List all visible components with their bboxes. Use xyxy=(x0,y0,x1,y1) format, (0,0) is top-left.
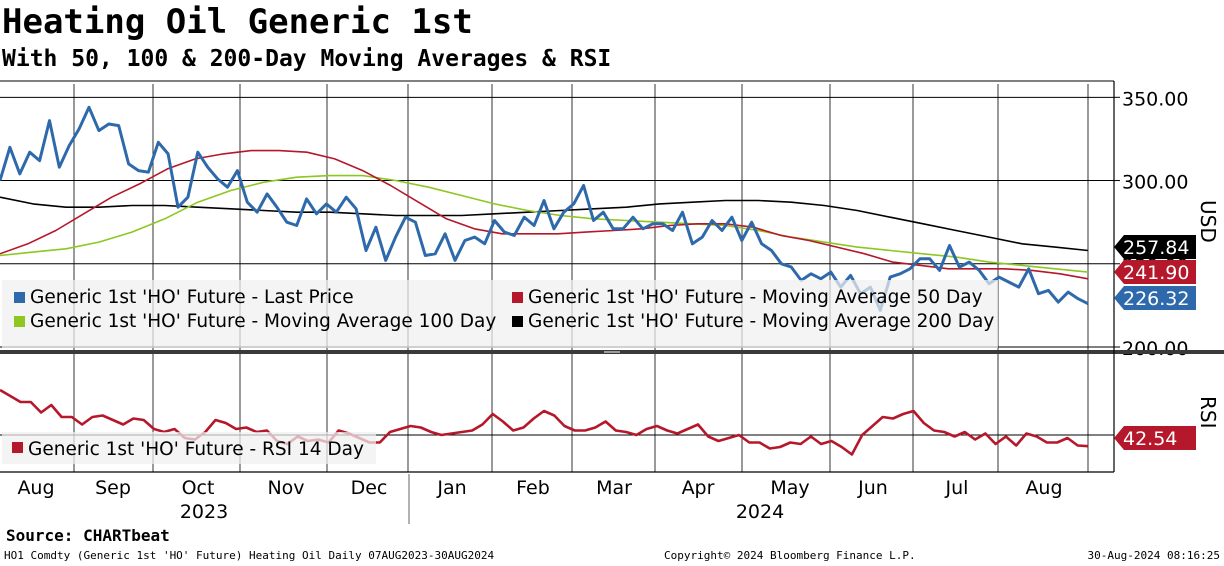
legend-swatch xyxy=(14,316,25,327)
ma-200-line xyxy=(0,196,1089,252)
month-label: May xyxy=(770,477,809,499)
month-label: Aug xyxy=(17,477,54,499)
ma-50-last-tag-text: 241.90 xyxy=(1123,262,1189,284)
legend: Generic 1st 'HO' Future - Last Price Gene… xyxy=(2,280,998,464)
rsi-legend-swatch xyxy=(12,442,23,453)
legend-swatch xyxy=(512,316,523,327)
rsi-legend-label: Generic 1st 'HO' Future - RSI 14 Day xyxy=(28,439,364,460)
chart-subtitle: With 50, 100 & 200-Day Moving Averages &… xyxy=(2,46,612,72)
price-tick-label: 350.00 xyxy=(1122,88,1188,110)
ma-200-last-tag-text: 257.84 xyxy=(1123,237,1189,259)
month-label: Oct xyxy=(182,477,215,499)
ma-100-line xyxy=(0,174,1089,273)
gridlines xyxy=(0,84,1114,472)
footer-ticker-info: HO1 Comdty (Generic 1st 'HO' Future) Hea… xyxy=(4,549,495,562)
ma-200-last-tag xyxy=(1114,235,1196,259)
rsi-last-tag-text: 42.54 xyxy=(1123,428,1177,450)
month-label: Jan xyxy=(436,477,466,499)
chart-title: Heating Oil Generic 1st xyxy=(2,2,473,42)
year-label: 2023 xyxy=(180,501,228,523)
legend-label: Generic 1st 'HO' Future - Moving Average… xyxy=(30,311,496,332)
last-price-line xyxy=(0,105,1089,312)
price-tick-label: 200.00 xyxy=(1122,338,1188,360)
legend-label: Generic 1st 'HO' Future - Moving Average… xyxy=(528,311,994,332)
month-label: Nov xyxy=(267,477,304,499)
last-price-tag xyxy=(1114,286,1196,310)
month-label: Dec xyxy=(351,477,388,499)
legend-swatch xyxy=(512,292,523,303)
legend-swatch xyxy=(14,292,25,303)
legend-box xyxy=(2,280,998,348)
ma-50-line xyxy=(0,149,1089,280)
footer-copyright: Copyright© 2024 Bloomberg Finance L.P. xyxy=(664,549,916,562)
year-label: 2024 xyxy=(736,501,784,523)
month-label: Sep xyxy=(95,477,131,499)
footer-timestamp: 30-Aug-2024 08:16:25 xyxy=(1087,549,1220,562)
last-price-tag-text: 226.32 xyxy=(1123,288,1189,310)
legend-label: Generic 1st 'HO' Future - Last Price xyxy=(30,287,354,308)
month-label: Apr xyxy=(682,477,715,499)
ma-50-last-tag xyxy=(1114,260,1196,284)
rsi-legend-box xyxy=(2,432,376,464)
rsi-axis-title: RSI xyxy=(1196,396,1220,429)
month-label: Feb xyxy=(516,477,550,499)
month-label: Jul xyxy=(945,477,969,499)
month-label: Jun xyxy=(857,477,888,499)
month-label: Aug xyxy=(1025,477,1062,499)
legend-label: Generic 1st 'HO' Future - Moving Average… xyxy=(528,287,983,308)
price-tick-label: 300.00 xyxy=(1122,172,1188,194)
rsi-last-tag xyxy=(1114,426,1196,450)
y-axis-title: USD xyxy=(1196,200,1220,243)
last-value-tags: 257.84 241.90 226.32 42.54 xyxy=(1114,235,1196,450)
month-label: Mar xyxy=(596,477,632,499)
source-note: Source: CHARTbeat xyxy=(6,526,170,545)
